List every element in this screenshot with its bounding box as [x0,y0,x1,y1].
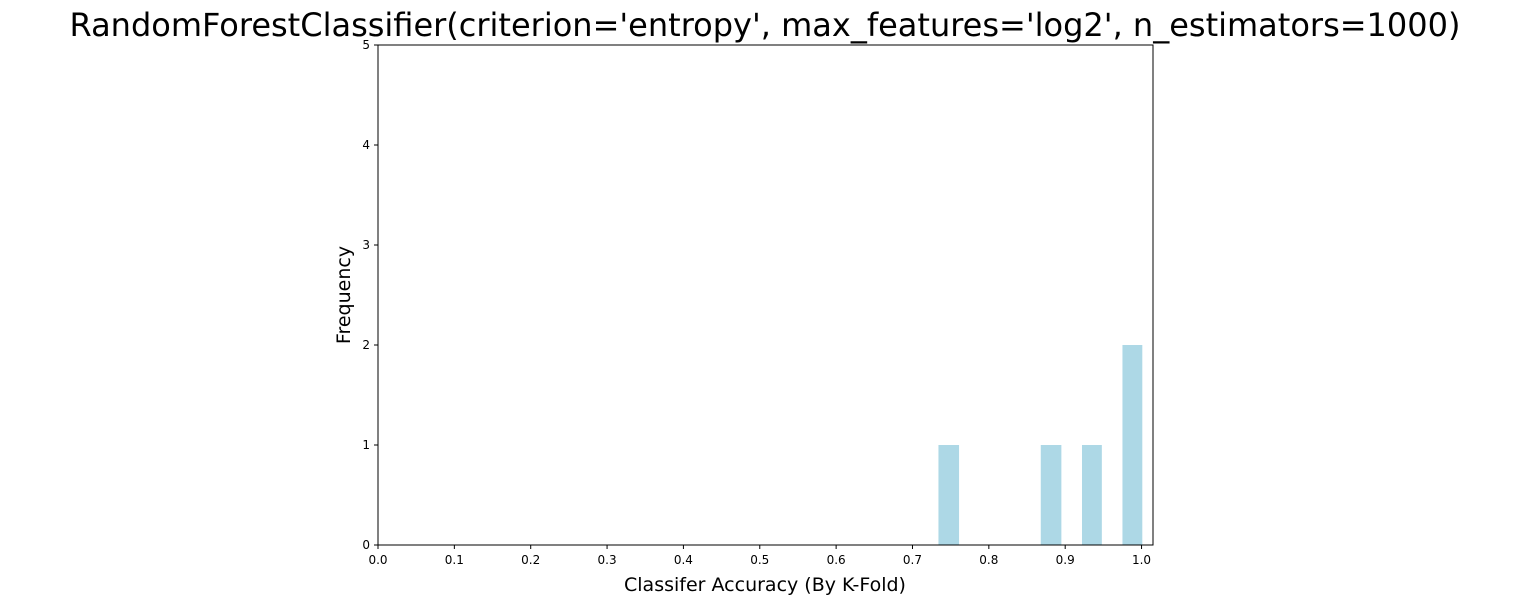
x-axis-ticks: 0.0 0.1 0.2 0.3 0.4 0.5 0.6 0.7 0.8 0.9 1.0 [368,545,1151,567]
x-tick-label: 0.0 [368,553,387,567]
bars-group [938,345,1143,545]
x-tick-label: 0.1 [445,553,464,567]
x-tick-label: 0.5 [750,553,769,567]
x-tick-label: 0.6 [827,553,846,567]
x-tick-label: 0.4 [674,553,693,567]
bar-2 [1081,445,1102,545]
chart-title: RandomForestClassifier(criterion='entrop… [70,6,1461,44]
x-tick-label: 0.9 [1056,553,1075,567]
y-tick-label: 5 [362,38,370,52]
y-tick-label: 0 [362,538,370,552]
y-tick-label: 1 [362,438,370,452]
y-tick-label: 2 [362,338,370,352]
bar-3 [1122,345,1143,545]
bar-1 [1040,445,1062,545]
x-tick-label: 0.8 [979,553,998,567]
x-axis-label: Classifer Accuracy (By K-Fold) [624,574,906,596]
y-tick-label: 3 [362,238,370,252]
plot-frame [377,44,1154,546]
x-tick-label: 1.0 [1132,553,1151,567]
y-axis-label: Frequency [333,246,355,344]
y-axis-ticks: 0 1 2 3 4 5 [362,38,378,552]
x-tick-label: 0.7 [903,553,922,567]
x-tick-label: 0.2 [521,553,540,567]
y-tick-label: 4 [362,138,370,152]
x-tick-label: 0.3 [598,553,617,567]
bar-0 [938,445,960,545]
